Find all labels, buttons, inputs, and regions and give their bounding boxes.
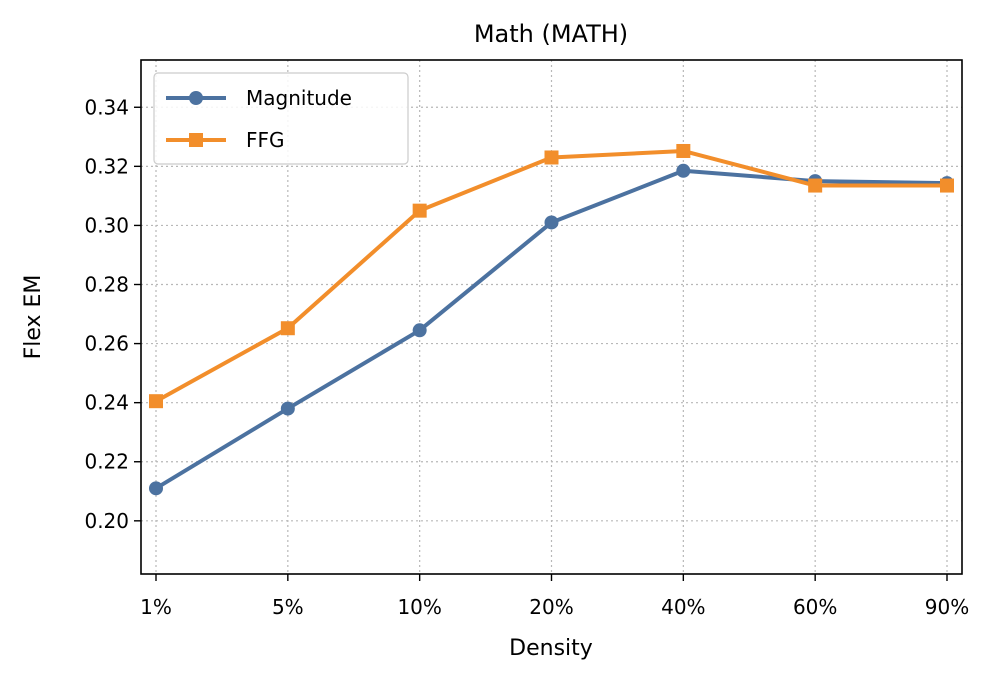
data-point-ffg bbox=[149, 394, 163, 409]
legend-marker-magnitude bbox=[189, 91, 203, 105]
x-tick-label: 10% bbox=[397, 595, 441, 619]
data-point-magnitude bbox=[676, 163, 691, 178]
y-axis-ticks: 0.20 0.22 0.24 0.26 0.28 0.30 0.32 0.34 bbox=[84, 95, 141, 533]
data-point-magnitude bbox=[280, 401, 295, 416]
plot-frame bbox=[140, 59, 963, 575]
x-axis-title: Density bbox=[509, 636, 593, 661]
y-tick-label: 0.28 bbox=[84, 273, 129, 297]
legend-marker-ffg bbox=[189, 133, 203, 147]
series-group bbox=[149, 143, 954, 496]
data-point-ffg bbox=[808, 178, 823, 193]
data-point-ffg bbox=[544, 150, 559, 165]
y-tick-label: 0.26 bbox=[84, 332, 129, 356]
x-tick-label: 60% bbox=[793, 595, 837, 619]
y-tick-label: 0.22 bbox=[84, 450, 129, 474]
data-point-ffg bbox=[676, 143, 691, 158]
legend: Magnitude FFG bbox=[153, 72, 409, 165]
data-point-magnitude bbox=[412, 323, 427, 338]
chart-title: Math (MATH) bbox=[474, 20, 628, 48]
y-tick-label: 0.24 bbox=[84, 391, 129, 415]
x-tick-label: 90% bbox=[925, 595, 969, 619]
y-tick-label: 0.32 bbox=[84, 154, 129, 178]
x-tick-label: 5% bbox=[272, 595, 304, 619]
y-tick-label: 0.20 bbox=[84, 509, 129, 533]
y-axis-title: Flex EM bbox=[21, 275, 46, 360]
data-point-ffg bbox=[280, 321, 295, 336]
data-point-magnitude bbox=[544, 215, 559, 230]
x-tick-label: 40% bbox=[661, 595, 705, 619]
y-tick-label: 0.34 bbox=[84, 95, 129, 119]
x-axis-ticks: 1% 5% 10% 20% 40% 60% 90% bbox=[140, 574, 969, 619]
legend-label-magnitude: Magnitude bbox=[246, 86, 352, 110]
x-tick-label: 1% bbox=[140, 595, 172, 619]
x-tick-label: 20% bbox=[529, 595, 573, 619]
data-point-ffg bbox=[940, 178, 954, 193]
data-point-ffg bbox=[412, 203, 427, 218]
y-tick-label: 0.30 bbox=[84, 213, 129, 237]
legend-label-ffg: FFG bbox=[246, 128, 285, 152]
data-point-magnitude bbox=[149, 481, 163, 496]
